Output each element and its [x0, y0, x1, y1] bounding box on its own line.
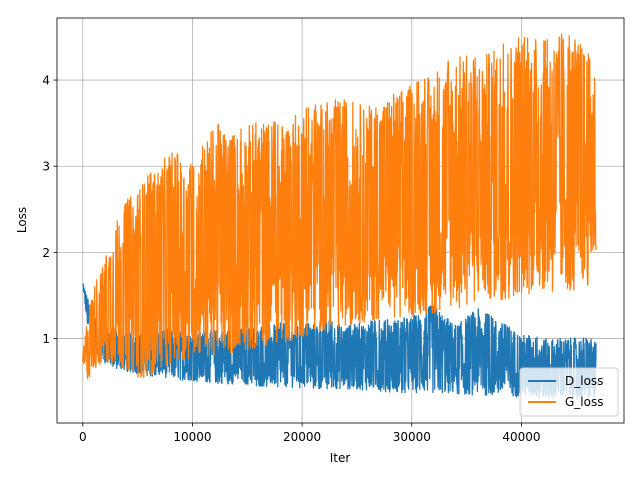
series-line-g-loss	[82, 33, 597, 380]
x-tick-label: 40000	[502, 430, 540, 444]
y-tick-label: 2	[42, 246, 50, 260]
y-axis-label: Loss	[15, 207, 29, 233]
legend-label-d-loss: D_loss	[565, 374, 603, 388]
tick-layer: 0 10000 20000 30000 40000 1 2 3 4	[42, 74, 540, 444]
y-tick-label: 1	[42, 332, 50, 346]
x-axis-label: Iter	[330, 451, 351, 465]
y-tick-label: 4	[42, 74, 50, 88]
x-tick-label: 20000	[283, 430, 321, 444]
legend: D_loss G_loss	[519, 367, 619, 417]
x-tick-label: 10000	[173, 430, 211, 444]
y-tick-label: 3	[42, 160, 50, 174]
x-tick-label: 30000	[393, 430, 431, 444]
legend-label-g-loss: G_loss	[565, 395, 603, 409]
x-tick-label: 0	[79, 430, 87, 444]
plot-frame	[56, 17, 625, 424]
series-layer	[82, 33, 597, 400]
